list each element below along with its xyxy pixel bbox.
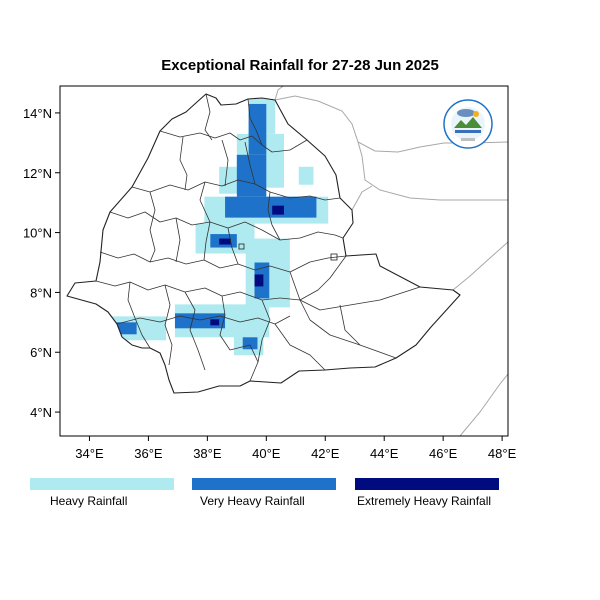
region-border (244, 141, 256, 185)
region-borders (95, 93, 421, 382)
x-tick-label: 48°E (488, 446, 517, 461)
region-border (221, 139, 229, 187)
region-border (184, 291, 206, 371)
legend-label-heavy: Heavy Rainfall (50, 494, 128, 508)
region-border (247, 98, 308, 153)
meteorology-institute-logo (443, 99, 493, 149)
map-title: Exceptional Rainfall for 27-28 Jun 2025 (161, 57, 439, 74)
rain-cell-very-heavy (236, 154, 267, 197)
x-tick-label: 34°E (75, 446, 104, 461)
region-border (179, 136, 188, 191)
y-tick-label: 4°N (30, 405, 52, 420)
region-border (159, 130, 263, 146)
region-border (204, 93, 213, 141)
rain-cell-extremely-heavy (254, 274, 264, 287)
region-border (199, 181, 211, 261)
neighbor-border (274, 86, 284, 101)
city-boundary (330, 253, 338, 261)
legend-swatch (30, 478, 174, 490)
rain-cell-heavy (298, 166, 314, 185)
region-border (219, 295, 231, 351)
water-band (455, 130, 481, 133)
x-tick-label: 36°E (134, 446, 163, 461)
y-tick-label: 8°N (30, 285, 52, 300)
region-border (131, 179, 341, 201)
region-border (267, 191, 281, 241)
legend-label-very-heavy: Very Heavy Rainfall (200, 494, 305, 508)
y-tick-label: 10°N (23, 226, 52, 241)
region-border (175, 217, 181, 263)
yemen-border (274, 95, 508, 153)
region-border (279, 255, 347, 301)
rain-cell-very-heavy (248, 103, 267, 155)
y-tick-label: 14°N (23, 106, 52, 121)
cloud-icon (457, 109, 475, 117)
legend-swatch (192, 478, 336, 490)
region-border (339, 304, 361, 346)
y-tick-label: 6°N (30, 345, 52, 360)
rainfall-cells (107, 97, 373, 356)
coastline (459, 373, 508, 436)
logo-ribbon (461, 138, 475, 141)
neighbor-border (357, 141, 508, 201)
rain-cell-very-heavy (225, 196, 317, 218)
region-border (229, 344, 259, 382)
region-border (99, 251, 347, 273)
region-border (127, 281, 151, 349)
legend (30, 478, 499, 490)
axis-ticks: 34°E 36°E 38°E 40°E 42°E 44°E 46°E 48°E 4°N 6°N 8°… (23, 106, 517, 461)
region-border (149, 191, 156, 263)
neighbor-border (351, 185, 373, 211)
x-tick-label: 46°E (429, 446, 458, 461)
rain-cell-extremely-heavy (210, 319, 220, 326)
x-tick-label: 38°E (193, 446, 222, 461)
region-border (227, 227, 239, 265)
neighbor-borders (274, 86, 508, 436)
rain-cell-extremely-heavy (272, 205, 284, 215)
coastline (452, 241, 508, 291)
legend-label-extremely-heavy: Extremely Heavy Rainfall (357, 494, 492, 508)
rain-cell-very-heavy (242, 337, 258, 350)
region-border (164, 284, 173, 366)
x-tick-label: 44°E (370, 446, 399, 461)
region-border (299, 286, 421, 311)
x-tick-label: 42°E (311, 446, 340, 461)
region-border (289, 271, 397, 359)
mountain-icon (454, 117, 482, 128)
plot-frame (59, 85, 509, 437)
rain-cell-extremely-heavy (219, 238, 231, 245)
city-boundary (238, 243, 245, 250)
sun-icon (473, 111, 479, 117)
y-tick-label: 12°N (23, 166, 52, 181)
region-border (257, 299, 271, 363)
legend-swatch (355, 478, 499, 490)
x-tick-label: 40°E (252, 446, 281, 461)
rain-cell-very-heavy (107, 322, 137, 335)
ethiopia-border (66, 93, 461, 394)
region-border (274, 323, 326, 371)
region-border (116, 315, 291, 325)
